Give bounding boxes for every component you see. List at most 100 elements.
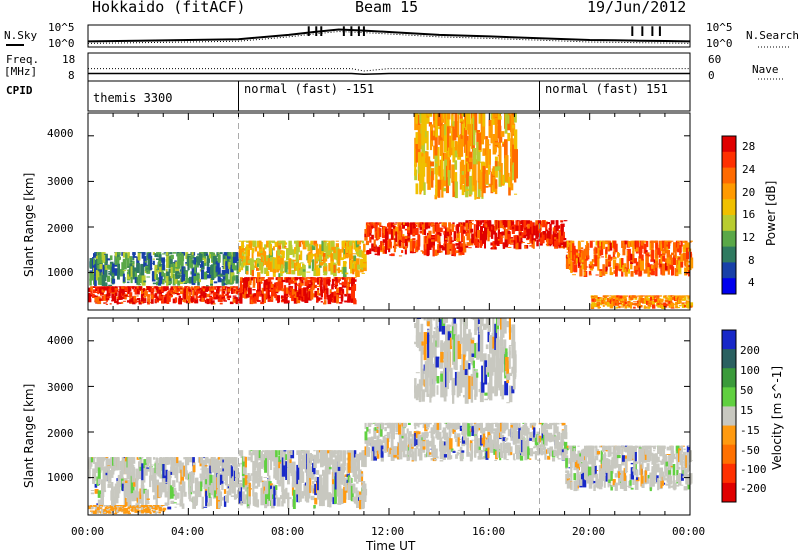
power-cell-b3-0-2 [238,267,241,272]
velocity-cell-b1-20-1 [267,456,270,477]
power-cell-b2-28-2 [277,285,281,291]
power-cell-b1-7-5 [97,252,102,254]
power-cell-b6-88-4 [687,266,691,271]
velocity-cell-b0-63-3 [176,457,179,464]
power-cell-b7-4-4 [596,302,600,304]
power-cell-b1-31-0 [132,260,135,265]
power-cell-b0-36-5 [138,300,141,304]
power-cell-b8-31-0 [457,113,461,115]
power-cell-b1-79-1 [199,252,202,255]
power-cell-b6-76-5 [671,252,675,256]
velocity-cell-b0-73-3 [190,478,195,484]
power-cell-b8-15-4 [435,113,438,137]
power-cell-b0-5-3 [95,287,98,291]
power-cell-b7-19-3 [616,302,620,306]
power-cell-b0-52-3 [161,295,165,296]
power-cell-b0-48-3 [155,290,158,293]
velocity-cell-b1-65-4 [329,453,333,465]
power-cell-b2-76-2 [344,300,348,303]
velocity-cell-b0-75-0 [192,503,196,508]
velocity-cell-b2-52-1 [436,456,439,459]
power-cell-b3-4-1 [245,265,249,274]
power-cell-b0-107-2 [237,287,241,291]
velocity-cell-b0-78-2 [197,488,202,498]
velocity-cell-b1-54-2 [314,483,318,496]
velocity-cell-b0-63-1 [176,465,179,483]
velocity-cell-b1-61-5 [324,452,328,458]
velocity-cell-b1-58-1 [320,457,324,468]
power-cell-b4-61-3 [449,237,453,244]
velocity-cell-b0-55-0 [165,469,168,484]
power-cell-b4-15-3 [385,228,389,240]
power-cell-b1-41-3 [146,267,149,270]
power-cb-tick-24: 24 [742,163,756,176]
power-cell-b6-31-3 [608,240,611,245]
velocity-cell-b1-1-2 [240,497,243,506]
power-cell-b4-49-2 [432,245,435,257]
power-cell-b0-78-5 [197,296,202,298]
power-cell-b2-15-0 [260,277,263,284]
power-cell-b4-66-5 [456,234,459,238]
power-cell-b2-21-3 [267,300,270,302]
velocity-cell-b0-73-2 [190,471,195,484]
power-cell-b4-21-3 [393,240,397,249]
power-cell-b0-23-1 [121,301,124,304]
velocity-cell-b1-73-1 [340,489,344,504]
velocity-cell-b2-72-2 [465,423,469,435]
velocity-cell-b2-57-2 [443,435,448,441]
power-cell-b3-9-0 [251,252,254,259]
power-cell-b6-87-5 [686,247,690,260]
velocity-cell-b0-75-2 [192,462,196,466]
power-cell-b4-59-2 [446,231,449,237]
power-cell-b6-9-0 [577,265,582,268]
power-cell-b0-27-4 [126,287,129,294]
power-cell-b6-16-3 [587,256,590,258]
power-cell-b7-5-2 [597,299,601,301]
power-cell-b6-23-0 [597,246,601,259]
velocity-cell-b2-34-2 [411,434,416,447]
power-cell-b7-25-0 [624,299,627,303]
power-cell-b8-38-4 [467,124,472,135]
power-cell-b1-93-5 [217,274,222,277]
power-cell-b0-26-1 [124,297,127,300]
power-cell-b5-38-3 [518,239,522,250]
power-cell-b0-45-3 [150,294,154,300]
velocity-cell-b0-107-1 [238,472,240,478]
power-cell-b6-25-3 [599,271,602,277]
power-cell-b2-19-3 [265,289,270,299]
power-cell-b4-34-1 [412,224,416,237]
velocity-cell-b1-42-5 [298,481,302,502]
power-cell-b6-25-2 [599,246,602,251]
velocity-cell-b2-75-1 [469,422,473,427]
velocity-cell-b1-22-5 [270,454,273,470]
velocity-cell-b2-16-1 [386,432,391,439]
power-cell-b1-88-3 [211,268,215,280]
velocity-cell-b1-78-4 [347,452,352,473]
power-cell-b7-46-2 [654,298,657,302]
velocity-cell-b0-68-2 [183,465,186,477]
power-cell-b5-21-4 [494,247,497,250]
velocity-cell-b0-8-1 [100,494,104,506]
power-cell-b1-74-5 [191,268,194,280]
power-cell-b0-2-2 [92,294,96,298]
power-cell-b8-38-2 [467,113,471,128]
velocity-cell-b2-34-3 [411,451,415,461]
power-cell-b6-34-5 [612,257,617,260]
power-cell-b1-21-1 [117,263,120,276]
power-cell-b2-41-2 [296,284,300,286]
power-cell-b1-41-4 [146,276,151,278]
power-cell-b5-17-1 [489,222,492,231]
power-cell-b1-106-3 [236,262,240,267]
velocity-cell-b0-31-0 [131,457,136,464]
velocity-cell-b0-61-1 [173,502,177,504]
velocity-cell-b0-72-2 [189,457,192,463]
velocity-cell-b1-71-1 [337,480,341,488]
power-cell-b8-53-3 [488,144,491,146]
velocity-cell-b1-51-4 [310,495,315,501]
power-cell-b7-61-1 [675,296,679,299]
power-cell-b0-5-5 [95,298,99,303]
power-cell-b6-56-3 [643,240,647,243]
power-cell-b7-56-4 [668,300,671,304]
velocity-cell-b0-67-4 [181,462,184,476]
power-cell-b2-29-5 [279,277,282,282]
